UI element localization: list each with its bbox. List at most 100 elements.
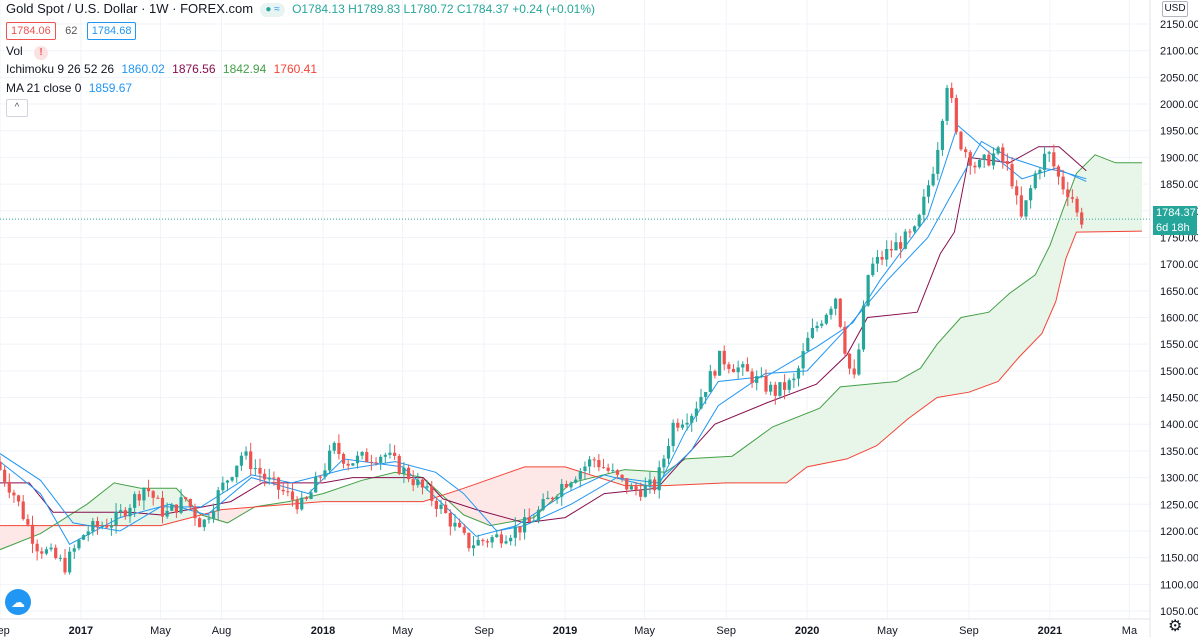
candle-down [156,497,160,499]
candle-up [360,452,364,456]
candle-down [467,532,471,549]
candle-up [629,486,633,490]
candle-down [731,368,736,373]
candle-down [676,422,680,428]
sell-price-button[interactable]: 1784.06 [6,22,56,40]
price-tick-label: 1050.00 [1160,606,1198,618]
market-status-pill[interactable]: ● ≈ [260,2,285,17]
buy-price-button[interactable]: 1784.68 [86,22,137,40]
candle-down [973,165,977,168]
candle-up [792,378,796,381]
candle-up [513,526,517,538]
candle-down [764,375,768,392]
candle-up [834,298,838,309]
candle-down [295,499,299,510]
warning-icon[interactable]: ! [34,46,49,60]
candle-down [263,473,267,480]
candle-up [815,325,819,329]
price-tick-label: 2100.00 [1160,46,1198,58]
candle-down [193,506,197,519]
candle-up [244,451,248,456]
collapse-legend-button[interactable]: ^ [6,99,28,117]
candle-down [634,486,638,491]
candle-up [314,476,318,493]
candle-down [1019,195,1023,217]
candle-down [448,512,452,527]
market-open-icon: ● [265,3,272,15]
candle-up [694,408,698,416]
ma-indicator-label[interactable]: MA 21 close 0 [6,81,82,95]
candle-up [685,422,689,425]
candle-up [587,459,592,467]
candle-down [499,534,503,544]
candle-up [546,497,550,500]
candle-down [1005,161,1010,165]
candle-down [249,451,253,470]
candle-down [337,442,341,455]
candle-down [722,350,726,365]
chart-grid [0,0,1150,619]
time-axis[interactable]: Sep 2017 May Aug 2018 May Sep 2019 May Sep 2020 May… [0,618,1150,637]
candle-up [388,452,392,455]
candle-up [225,480,230,483]
candle-up [903,231,907,249]
candle-up [72,548,76,552]
candle-up [982,154,986,160]
time-tick-label: Sep [0,625,10,637]
candle-down [188,499,192,507]
volume-indicator-label[interactable]: Vol [6,44,23,58]
candle-up [355,455,360,464]
senkou-span-b-line [0,230,1143,527]
candle-up [936,149,940,174]
symbol-title[interactable]: Gold Spot / U.S. Dollar · 1W · FOREX.com [6,1,254,16]
settings-gear-icon[interactable]: ⚙ [1168,618,1183,635]
candle-up [894,242,898,251]
candle-up [402,467,406,474]
ichimoku-value-conversion: 1860.02 [121,62,165,76]
candle-up [657,467,661,491]
candle-down [1075,198,1079,213]
currency-label[interactable]: USD [1162,1,1188,17]
candle-up [940,120,945,150]
price-tick-label: 1900.00 [1160,152,1198,164]
price-axis-bg [1150,0,1198,637]
ichimoku-indicator-label[interactable]: Ichimoku 9 26 52 26 [6,62,115,76]
cloud-bullish-area [255,472,441,507]
candle-down [35,543,39,552]
candle-up [522,517,527,533]
price-tick-label: 1950.00 [1160,126,1198,138]
price-axis[interactable]: 1050.00 1100.00 1150.00 1200.00 1250.00 1300.… [1149,0,1198,637]
candle-down [606,467,610,471]
candle-up [574,479,578,483]
candle-up [179,497,183,513]
candle-down [40,551,44,554]
candle-down [174,504,179,513]
candle-down [105,525,109,528]
candle-up [824,314,828,324]
candle-down [272,477,276,479]
candlesticks [0,82,1084,575]
candle-down [462,527,466,533]
candle-up [453,522,457,527]
candle-down [620,474,624,479]
candle-down [847,353,852,369]
candle-down [444,504,448,513]
candle-up [885,248,889,260]
candle-up [328,450,332,471]
candle-down [420,479,425,488]
candle-up [861,305,866,350]
candle-up [778,382,782,396]
candle-up [425,486,429,488]
candle-down [95,521,100,527]
candle-down [26,519,30,525]
candle-down [987,154,991,166]
candle-down [276,477,281,490]
candle-down [564,484,568,488]
candle-up [871,263,875,276]
candle-up [109,525,114,528]
candle-up [86,531,90,536]
tradingview-logo-icon[interactable]: ☁ [5,589,31,615]
candle-down [411,479,415,486]
time-tick-label: Sep [474,625,494,637]
